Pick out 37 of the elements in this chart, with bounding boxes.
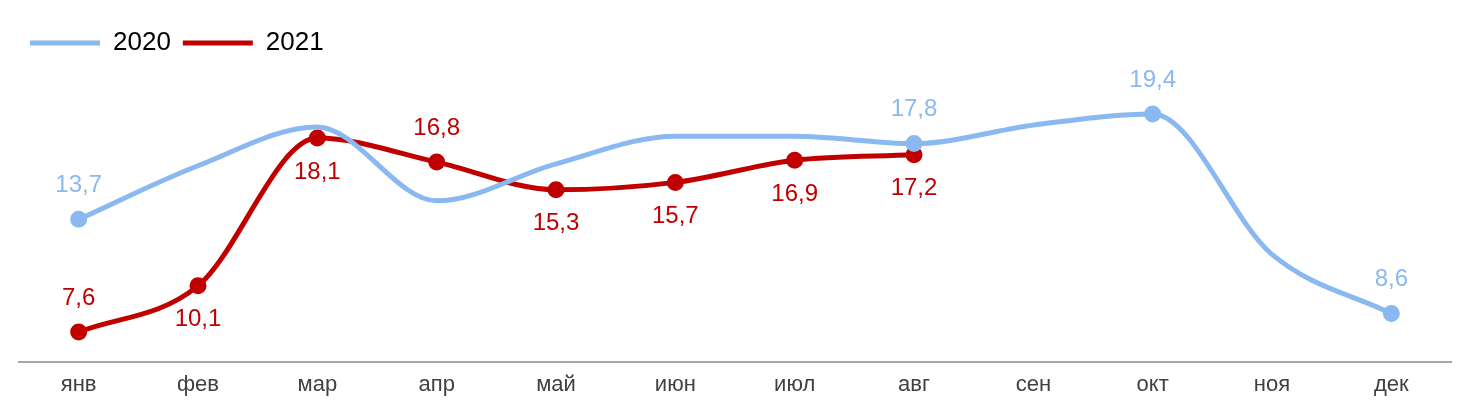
point	[70, 323, 88, 341]
data-label: 18,1	[293, 156, 341, 184]
point	[308, 129, 326, 147]
point	[666, 173, 684, 191]
data-label: 19,4	[1129, 64, 1177, 92]
x-tick-label: дек	[1373, 370, 1410, 396]
data-label: 16,8	[413, 112, 461, 140]
x-tick-label: июн	[654, 370, 696, 396]
x-tick-label: июл	[774, 370, 816, 396]
data-label: 15,3	[532, 208, 580, 236]
legend-label: 2021	[265, 26, 324, 57]
point	[428, 153, 446, 171]
x-tick-label: апр	[418, 370, 455, 396]
data-label: 13,7	[55, 169, 103, 197]
data-label: 10,1	[174, 304, 222, 332]
x-tick-label: авг	[898, 370, 930, 396]
data-label: 17,2	[890, 173, 938, 201]
point	[1382, 305, 1400, 323]
data-label: 17,8	[890, 94, 938, 122]
point	[547, 181, 565, 199]
data-label: 7,6	[61, 282, 96, 310]
x-tick-label: ноя	[1253, 370, 1291, 396]
data-label: 8,6	[1374, 264, 1409, 292]
data-label: 16,9	[771, 178, 819, 206]
point	[786, 151, 804, 169]
data-label: 15,7	[651, 201, 699, 229]
x-tick-label: фев	[176, 370, 220, 396]
x-tick-label: мар	[297, 370, 338, 396]
legend-label: 2020	[113, 26, 171, 57]
x-tick-label: окт	[1136, 370, 1169, 396]
point	[189, 277, 207, 295]
point	[70, 210, 88, 228]
x-tick-label: сен	[1015, 370, 1052, 396]
x-tick-label: май	[536, 370, 576, 396]
point	[1144, 105, 1162, 123]
point	[905, 135, 923, 153]
x-tick-label: янв	[60, 370, 97, 396]
